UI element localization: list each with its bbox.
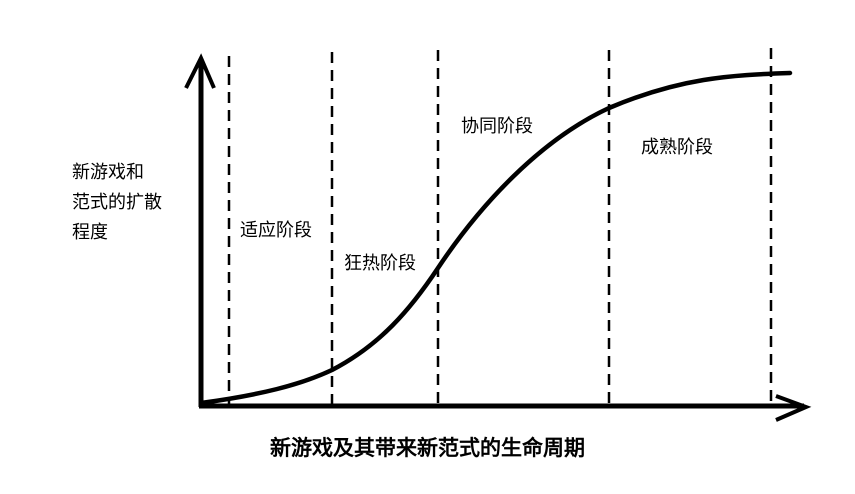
- arrow-head-icon: [184, 53, 216, 89]
- stage-label-frenzy: 狂热阶段: [344, 253, 416, 274]
- diffusion-curve: [198, 70, 793, 406]
- stage-label-adaptation: 适应阶段: [240, 220, 312, 241]
- stage-label-maturity: 成熟阶段: [641, 137, 713, 158]
- y-axis-label-line: 新游戏和: [72, 162, 144, 183]
- arrow-head-icon: [775, 394, 812, 422]
- y-axis-label: 新游戏和 范式的扩散 程度: [72, 158, 192, 248]
- stage-label-synergy: 协同阶段: [461, 116, 533, 137]
- y-axis-label-line: 范式的扩散: [72, 192, 162, 213]
- y-axis-label-line: 程度: [72, 222, 108, 243]
- diagram-caption: 新游戏及其带来新范式的生命周期: [270, 436, 585, 460]
